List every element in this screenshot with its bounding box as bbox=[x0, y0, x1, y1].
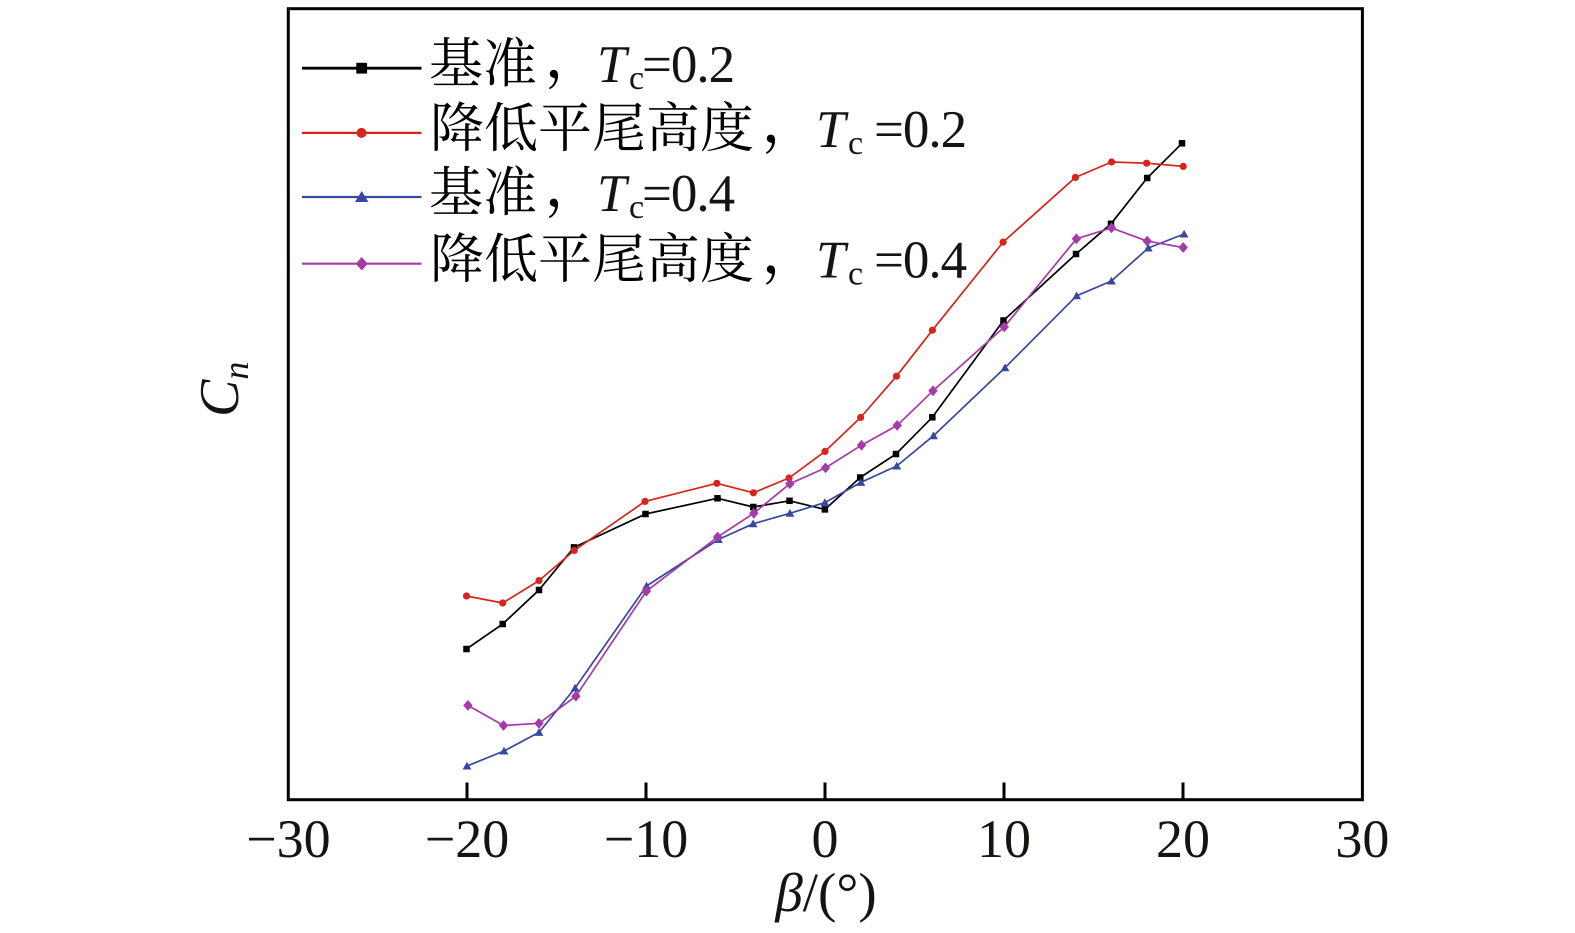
svg-text:−20: −20 bbox=[425, 809, 509, 869]
svg-text:=0.2: =0.2 bbox=[874, 101, 966, 159]
svg-text:c: c bbox=[629, 189, 644, 226]
svg-text:10: 10 bbox=[977, 809, 1031, 869]
svg-text:−30: −30 bbox=[246, 809, 330, 869]
svg-text:T: T bbox=[816, 232, 849, 290]
svg-text:=0.4: =0.4 bbox=[874, 232, 967, 290]
svg-text:c: c bbox=[629, 60, 644, 97]
svg-text:c: c bbox=[848, 256, 863, 293]
svg-text:0: 0 bbox=[812, 809, 839, 869]
svg-text:30: 30 bbox=[1335, 809, 1389, 869]
svg-text:=0.2: =0.2 bbox=[642, 36, 734, 94]
svg-text:T: T bbox=[816, 101, 849, 159]
svg-text:20: 20 bbox=[1156, 809, 1210, 869]
svg-text:c: c bbox=[848, 125, 863, 162]
svg-text:T: T bbox=[597, 165, 630, 223]
svg-text:−10: −10 bbox=[604, 809, 688, 869]
svg-text:=0.4: =0.4 bbox=[642, 165, 735, 223]
svg-text:β/(°): β/(°) bbox=[774, 862, 876, 923]
svg-text:T: T bbox=[597, 36, 630, 94]
